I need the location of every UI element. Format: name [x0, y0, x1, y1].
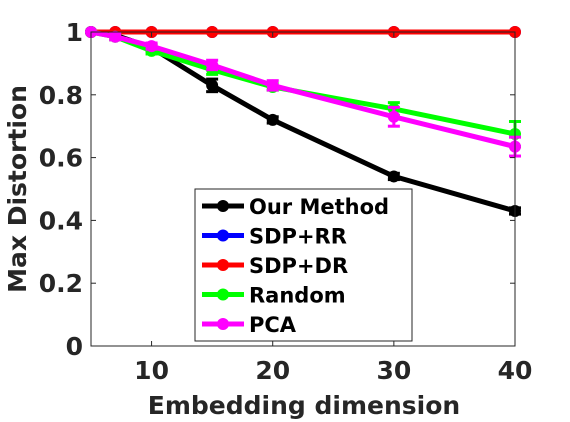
x-tick-label: 10: [134, 356, 169, 385]
y-tick-label: 0.4: [39, 206, 83, 235]
legend-label: Random: [249, 284, 346, 308]
y-tick-label: 0.6: [39, 144, 83, 173]
y-tick-label: 0.8: [39, 81, 83, 110]
legend-label: PCA: [249, 313, 297, 337]
data-point: [387, 110, 400, 123]
x-tick-label: 30: [376, 356, 411, 385]
data-point: [109, 30, 122, 43]
legend-swatch-marker: [217, 288, 229, 301]
data-point: [387, 170, 400, 183]
legend-label: Our Method: [249, 195, 389, 219]
legend-swatch-marker: [217, 200, 229, 212]
tick-labels: 10 20 30 40 0 0.2 0.4 0.6 0.8 1: [39, 18, 533, 385]
series-lines: [85, 26, 521, 217]
y-tick-label: 0: [66, 332, 83, 361]
data-point: [266, 79, 279, 92]
y-axis-label: Max Distortion: [3, 85, 32, 293]
data-point: [206, 79, 219, 92]
legend-swatch-marker: [217, 259, 229, 271]
legend-label: SDP+RR: [249, 225, 347, 249]
data-point: [145, 40, 158, 53]
x-tick-label: 40: [498, 356, 533, 385]
legend-swatch-marker: [217, 318, 229, 330]
y-tick-label: 0.2: [39, 269, 83, 298]
plot-frame: [90, 31, 516, 347]
x-tick-label: 20: [255, 356, 290, 385]
series-4: [85, 26, 521, 158]
legend-swatch-marker: [217, 229, 229, 242]
x-axis-label: Embedding dimension: [148, 391, 460, 420]
data-point: [266, 113, 279, 126]
legend: Our Method SDP+RR SDP+DR Random PCA: [194, 188, 413, 342]
y-tick-label: 1: [66, 18, 83, 47]
data-point: [206, 58, 219, 71]
legend-label: SDP+DR: [249, 254, 348, 278]
